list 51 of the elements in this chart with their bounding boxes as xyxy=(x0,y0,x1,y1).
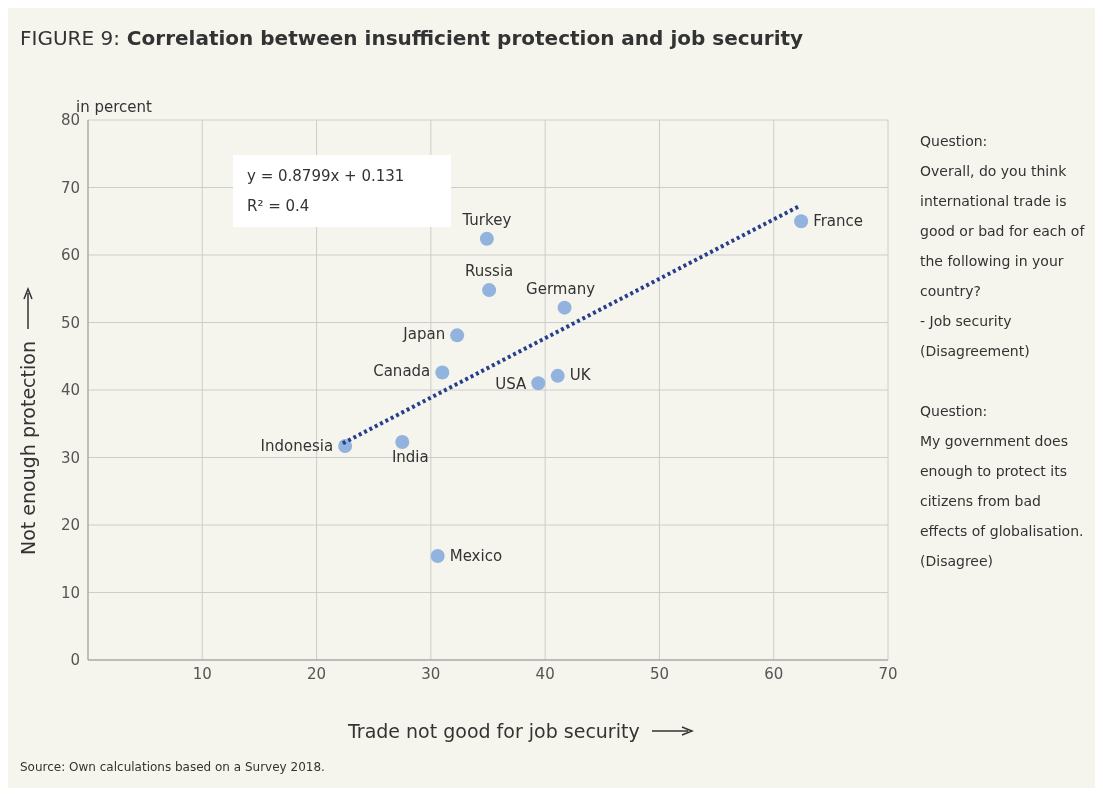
y-tick-label: 50 xyxy=(60,313,80,332)
annotation: Japan xyxy=(402,325,446,344)
point xyxy=(435,365,450,380)
point xyxy=(430,549,445,564)
text-box: y = 0.8799x + 0.131 R² = 0.4 xyxy=(233,155,451,227)
point xyxy=(450,328,465,343)
point xyxy=(482,283,497,298)
text: My government does enough to protect its citizens from bad effects of globalisation. xyxy=(920,432,1085,541)
x-tick-label: 50 xyxy=(649,664,669,683)
x-tick-label: 10 xyxy=(192,664,212,683)
text: (Disagreement) xyxy=(920,342,1031,361)
point xyxy=(550,368,565,383)
annotation: USA xyxy=(495,375,528,394)
y-tick-label: 30 xyxy=(60,448,80,467)
x-tick-label: 40 xyxy=(535,664,555,683)
text: (Disagree) xyxy=(920,552,995,571)
x-tick-label: 60 xyxy=(764,664,784,683)
annotation: y = 0.8799x + 0.131 xyxy=(247,166,406,187)
annotation: Indonesia xyxy=(260,437,334,456)
annotation: Mexico xyxy=(449,547,503,566)
point xyxy=(479,231,494,246)
point xyxy=(531,376,546,391)
source-note: Source: Own calculations based on a Survey 2018. xyxy=(20,760,325,774)
annotation: Turkey xyxy=(461,210,512,229)
y-axis-title: Not enough protection xyxy=(17,341,39,555)
text: Question: xyxy=(920,402,989,421)
annotation: Canada xyxy=(373,362,431,381)
point xyxy=(557,300,572,315)
x-tick-label: 70 xyxy=(878,664,898,683)
annotation: India xyxy=(391,447,429,466)
x-tick-label: 30 xyxy=(421,664,441,683)
y-tick-label: 0 xyxy=(70,651,80,670)
text: Overall, do you think international trade is good or bad for each of the following in your country? xyxy=(920,162,1086,301)
text: Question: xyxy=(920,132,989,151)
y-tick-label: 20 xyxy=(60,516,80,535)
x-axis-title: Trade not good for job security xyxy=(348,720,640,742)
y-tick-label: 10 xyxy=(60,583,80,602)
annotation: Germany xyxy=(526,279,596,298)
text: - Job security xyxy=(920,312,1013,331)
y-tick-label: 70 xyxy=(60,178,80,197)
annotation: Russia xyxy=(465,262,514,281)
annotation: France xyxy=(813,212,864,231)
y-tick-label: 80 xyxy=(60,111,80,130)
annotation: UK xyxy=(569,365,592,384)
point xyxy=(395,434,410,449)
point xyxy=(794,214,809,229)
y-tick-label: 60 xyxy=(60,246,80,265)
y-tick-label: 40 xyxy=(60,381,80,400)
chart-title: FIGURE 9: Correlation between insufficient protection and job security xyxy=(20,26,804,50)
annotation: R² = 0.4 xyxy=(247,196,311,217)
x-tick-label: 20 xyxy=(307,664,327,683)
